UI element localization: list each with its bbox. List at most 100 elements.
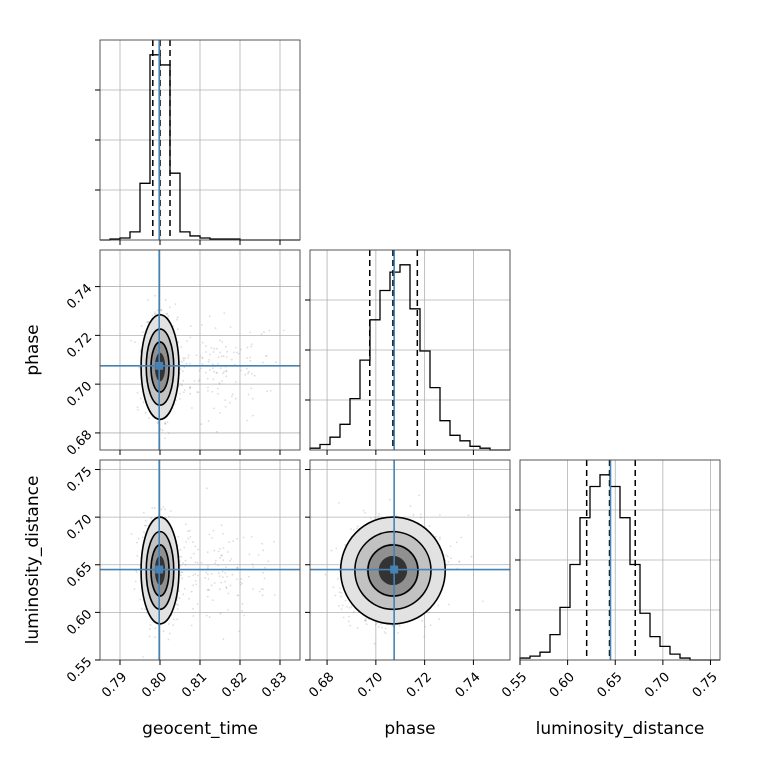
panel-geocent-time-vs-luminosity-distance-point (258, 590, 261, 593)
panel-geocent-time-vs-luminosity-distance-point (232, 540, 235, 542)
panel-geocent-time-vs-luminosity-distance-point (208, 616, 211, 619)
panel-geocent-time-vs-phase-point (217, 356, 220, 359)
panel-geocent-time-vs-phase-point (212, 351, 215, 353)
panel-geocent-time-vs-luminosity-distance-point (261, 542, 264, 545)
panel-geocent-time-vs-phase-point (183, 366, 186, 369)
panel-geocent-time-vs-phase-point (189, 386, 192, 389)
panel-geocent-time-vs-phase-point (167, 432, 170, 434)
panel-geocent-time-vs-luminosity-distance-point (182, 593, 185, 596)
panel-phase-vs-luminosity-distance-point (364, 619, 366, 621)
panel-geocent-time-vs-phase-point (164, 422, 167, 425)
panel-geocent-time-vs-phase-point (182, 370, 184, 373)
panel-geocent-time-vs-luminosity-distance-point (240, 578, 243, 580)
panel-geocent-time-vs-phase-point (219, 367, 222, 370)
panel-geocent-time-vs-luminosity-distance-point (227, 592, 230, 595)
panel-geocent-time-vs-phase-point (246, 346, 249, 349)
panel-geocent-time-vs-luminosity-distance-point (176, 618, 179, 621)
panel-phase-vs-luminosity-distance-point (381, 626, 383, 629)
panel-geocent-time-vs-phase-point (244, 373, 247, 376)
x-tick-label-geocent-time-2: 0.81 (179, 670, 210, 701)
panel-geocent-time-vs-phase-truth-marker (155, 361, 164, 370)
panel-geocent-time-vs-phase-point (251, 343, 253, 346)
panel-phase-vs-luminosity-distance-point (446, 555, 449, 558)
panel-phase-vs-luminosity-distance-point (467, 514, 470, 516)
panel-phase-vs-luminosity-distance-point (374, 516, 376, 519)
panel-geocent-time-vs-phase-point (144, 411, 147, 414)
panel-geocent-time-vs-phase-point (265, 355, 268, 357)
panel-geocent-time-vs-phase-point (212, 363, 214, 366)
panel-phase-vs-luminosity-distance-point (424, 625, 426, 628)
panel-geocent-time-vs-luminosity-distance-point (242, 536, 245, 539)
panel-geocent-time-vs-luminosity-distance-point (219, 556, 222, 559)
panel-geocent-time-vs-luminosity-distance-point (176, 608, 179, 610)
panel-geocent-time-vs-phase-point (138, 366, 141, 369)
x-tick-label-geocent-time-1: 0.80 (139, 670, 170, 701)
panel-geocent-time-vs-luminosity-distance-point (149, 628, 151, 630)
panel-phase-vs-luminosity-distance-point (330, 549, 333, 552)
panel-geocent-time-vs-luminosity-distance-point (176, 596, 179, 599)
panel-geocent-time-vs-phase-point (197, 391, 200, 394)
panel-geocent-time-vs-luminosity-distance-point (220, 554, 223, 557)
panel-phase-vs-luminosity-distance-point (338, 591, 341, 594)
panel-geocent-time-vs-phase-point (182, 359, 185, 362)
panel-geocent-time-vs-luminosity-distance-point (226, 551, 229, 553)
panel-geocent-time-vs-luminosity-distance-point (262, 571, 264, 574)
panel-geocent-time-vs-phase-point (264, 355, 267, 357)
panel-phase-vs-luminosity-distance-point (438, 618, 441, 621)
panel-geocent-time-vs-luminosity-distance-point (142, 511, 145, 514)
panel-geocent-time-vs-luminosity-distance-point (164, 516, 167, 519)
panel-geocent-time-vs-luminosity-distance-point (205, 571, 208, 574)
panel-geocent-time-vs-phase-point (189, 387, 191, 390)
panel-geocent-time-vs-luminosity-distance-point (154, 636, 157, 639)
panel-geocent-time-vs-luminosity-distance-point (262, 588, 264, 591)
panel-geocent-time-vs-luminosity-distance-point (164, 508, 167, 511)
panel-phase-vs-luminosity-distance-point (378, 513, 381, 515)
panel-geocent-time-vs-phase-point (204, 345, 207, 347)
panel-geocent-time-vs-luminosity-distance-point (136, 541, 138, 544)
panel-geocent-time-vs-luminosity-distance-point (206, 487, 208, 490)
panel-geocent-time-vs-phase-point (219, 339, 221, 342)
panel-geocent-time-vs-phase-point (283, 329, 285, 332)
panel-geocent-time-vs-phase-point (233, 363, 236, 366)
panel-geocent-time-vs-luminosity-distance-point (187, 537, 190, 540)
panel-phase-vs-luminosity-distance-point (377, 625, 380, 628)
x-tick-label-luminosity-distance-3: 0.70 (642, 670, 673, 701)
panel-geocent-time-vs-phase-point (189, 325, 192, 327)
panel-geocent-time-vs-phase-point (182, 391, 185, 394)
y-tick-label-luminosity-distance-0: 0.55 (64, 655, 95, 686)
panel-geocent-time-vs-phase-point (201, 356, 204, 359)
panel-geocent-time-vs-luminosity-distance-point (262, 549, 264, 552)
panel-geocent-time-vs-luminosity-distance-point (236, 578, 239, 581)
panel-geocent-time-vs-luminosity-distance-point (217, 550, 220, 553)
panel-geocent-time-vs-phase-point (137, 408, 139, 411)
panel-geocent-time-vs-phase-point (234, 397, 237, 400)
panel-geocent-time-vs-luminosity-distance-point (213, 582, 216, 584)
panel-geocent-time-vs-luminosity-distance-point (145, 611, 148, 614)
panel-phase-vs-luminosity-distance-point (447, 603, 450, 606)
panel-geocent-time-vs-luminosity-distance-point (167, 638, 170, 641)
panel-geocent-time-vs-luminosity-distance-point (220, 524, 223, 527)
x-tick-label-phase-3: 0.74 (453, 670, 484, 701)
panel-geocent-time-vs-luminosity-distance-point (180, 555, 183, 558)
truth-layer (100, 40, 612, 660)
panel-geocent-time-vs-luminosity-distance-point (182, 562, 184, 564)
panel-geocent-time-vs-phase-point (208, 369, 211, 371)
panel-geocent-time-vs-phase-point (253, 374, 256, 377)
panel-phase-vs-luminosity-distance-point (379, 623, 382, 625)
panel-phase-vs-luminosity-distance-point (419, 513, 422, 516)
panel-phase-vs-luminosity-distance-contour-2 (367, 544, 419, 597)
panel-geocent-time-vs-luminosity-distance-point (192, 552, 195, 555)
panel-geocent-time-vs-luminosity-distance-point (205, 614, 208, 617)
panel-geocent-time-vs-phase-point (156, 422, 159, 425)
panel-geocent-time-vs-luminosity-distance-point (217, 564, 219, 567)
panel-geocent-time-vs-phase-point (211, 390, 214, 393)
panel-geocent-time-vs-luminosity-distance-point (208, 588, 210, 591)
panel-phase-vs-luminosity-distance-point (340, 592, 343, 594)
panel-geocent-time-vs-phase-point (140, 397, 142, 400)
panel-geocent-time-vs-phase-point (250, 345, 253, 348)
panel-geocent-time-vs-luminosity-distance-point (228, 541, 231, 544)
panel-geocent-time-vs-phase-point (201, 357, 204, 359)
panel-geocent-time-vs-phase-point (140, 325, 143, 327)
panel-geocent-time-vs-phase-point (236, 351, 238, 354)
